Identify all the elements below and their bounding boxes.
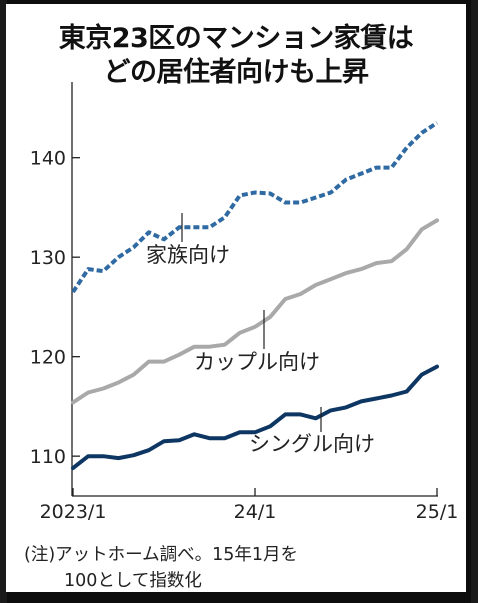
line-chart: 110 120 130 140 2023/1 24/1 25/1 家族向けカップル向けシング… (30, 82, 459, 523)
series-line-couple (71, 218, 439, 405)
x-tick-label: 2023/1 (40, 501, 107, 523)
chart-title-line2: どの居住者向けも上昇 (103, 57, 370, 88)
frame-right-edge (471, 0, 478, 603)
source-note-line2: 100として指数化 (64, 571, 202, 591)
y-tick-label: 130 (30, 247, 66, 269)
x-tick-label: 25/1 (416, 501, 459, 523)
x-tick-label: 24/1 (234, 501, 277, 523)
series-label-single: シングル向け (249, 432, 375, 456)
series-label-couple: カップル向け (194, 350, 320, 374)
y-tick-label: 140 (30, 148, 66, 170)
y-tick-label: 110 (30, 446, 66, 468)
chart-title-line1: 東京23区のマンション家賃は (58, 23, 414, 54)
series-line-family (71, 121, 439, 294)
source-note-line1: (注)アットホーム調べ。15年1月を (24, 545, 299, 565)
chart-panel: 東京23区のマンション家賃は どの居住者向けも上昇 110 120 130 140 20… (6, 4, 466, 592)
frame-left-edge (0, 0, 7, 603)
y-tick-label: 120 (30, 347, 66, 369)
series-label-family: 家族向け (146, 243, 230, 267)
